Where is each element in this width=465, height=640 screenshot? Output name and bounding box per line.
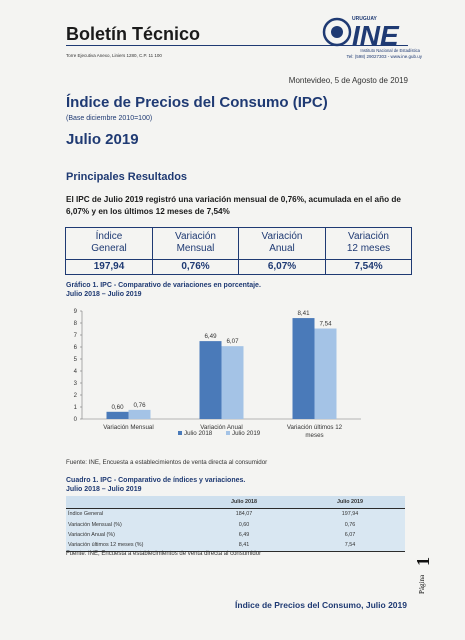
- key-header: Variación: [348, 231, 389, 242]
- summary-paragraph: El IPC de Julio 2019 registró una variac…: [66, 194, 411, 218]
- address: Torre Ejecutiva Anexo, Liniers 1280, C.P…: [66, 53, 162, 58]
- data-label: 6,07: [226, 338, 239, 345]
- contact-info: Tel: (598) 29027303 - www.ine.gub.uy: [346, 54, 422, 59]
- table-header-cell: Julio 2018: [193, 496, 295, 509]
- table-header-cell: [66, 496, 193, 509]
- data-label: 0,60: [111, 404, 124, 411]
- summary-part1: El IPC de: [66, 195, 104, 204]
- table-cell: Variación Anual (%): [66, 529, 193, 541]
- logo-country: URUGUAY: [352, 16, 377, 22]
- y-tick-label: 9: [74, 309, 78, 315]
- index-base: (Base diciembre 2010=100): [66, 115, 153, 122]
- key-cell-12months: Variación 12 meses 7,54%: [325, 228, 411, 274]
- variation-bar-chart: 0 1 2 3 4 5 6 7 8 9 0,60 0,76 Variación Mensual 6,49 6…: [74, 309, 361, 439]
- bar: [106, 411, 129, 419]
- data-label: 7,54: [319, 321, 332, 328]
- category-label: Variación Mensual: [103, 424, 153, 431]
- y-tick-label: 4: [74, 369, 78, 375]
- key-header: Índice: [95, 231, 123, 242]
- key-header: Variación: [261, 231, 303, 242]
- bar: [292, 318, 315, 419]
- document-date: Montevideo, 5 de Agosto de 2019: [288, 76, 408, 85]
- y-tick-label: 5: [74, 357, 78, 363]
- data-label: 6,49: [204, 333, 217, 340]
- key-cell-index: Índice General 197,94: [66, 228, 152, 274]
- table-cell: Variación últimos 12 meses (%): [66, 540, 193, 552]
- key-value: 6,07%: [239, 259, 325, 275]
- chart-title-line2: Julio 2018 – Julio 2019: [66, 291, 142, 298]
- key-header: 12 meses: [346, 243, 391, 254]
- key-cell-monthly: Variación Mensual 0,76%: [152, 228, 238, 274]
- table-title: Cuadro 1. IPC - Comparativo de índices y…: [66, 476, 245, 494]
- section-title: Principales Resultados: [66, 171, 188, 183]
- logo-institution: Instituto Nacional de Estadística: [360, 48, 420, 53]
- chart-source: Fuente: INE, Encuesta a establecimientos…: [66, 459, 268, 466]
- table-header-row: Julio 2018 Julio 2019: [66, 496, 405, 509]
- y-tick-label: 1: [74, 405, 78, 411]
- chart-title: Gráfico 1. IPC - Comparativo de variacio…: [66, 281, 261, 299]
- table-cell: 184,07: [193, 508, 295, 520]
- category-label: Variación Anual: [200, 424, 243, 431]
- summary-part2: registró una variación mensual de 0,76%,…: [66, 195, 401, 216]
- period-title: Julio 2019: [66, 131, 139, 148]
- table-title-line2: Julio 2018 – Julio 2019: [66, 486, 142, 493]
- table-cell: 6,07: [295, 529, 405, 541]
- results-table: Julio 2018 Julio 2019 Índice General 184…: [66, 496, 405, 552]
- y-tick-label: 0: [74, 417, 78, 423]
- y-tick-label: 2: [74, 393, 78, 399]
- ine-logo: URUGUAY INE Instituto Nacional de Estadí…: [322, 16, 421, 53]
- summary-period: Julio 2019: [103, 195, 144, 204]
- logo-wordmark: INE: [352, 20, 400, 51]
- legend-label: Julio 2019: [232, 430, 261, 437]
- bar: [314, 328, 337, 419]
- y-tick-label: 3: [74, 381, 78, 387]
- table-cell: 197,94: [295, 508, 405, 520]
- chart-title-line1: Gráfico 1. IPC - Comparativo de variacio…: [66, 282, 261, 289]
- legend-swatch: [178, 431, 182, 435]
- key-header: Mensual: [176, 243, 215, 254]
- table-source: Fuente: INE, Encuesta a establecimientos…: [66, 551, 262, 557]
- legend-label: Julio 2018: [184, 430, 213, 437]
- category-label: meses: [305, 432, 323, 439]
- key-value: 7,54%: [326, 259, 411, 275]
- key-value: 0,76%: [153, 259, 238, 275]
- page-number: Página 1: [413, 557, 433, 594]
- table-cell: 8,41: [193, 540, 295, 552]
- legend-swatch: [226, 431, 230, 435]
- bulletin-title: Boletín Técnico: [66, 24, 201, 44]
- key-value: 197,94: [66, 259, 152, 275]
- key-header: Anual: [269, 243, 295, 254]
- bar: [199, 341, 222, 419]
- document-title: Índice de Precios del Consumo (IPC): [66, 94, 328, 111]
- table-header-cell: Julio 2019: [295, 496, 405, 509]
- bar: [221, 346, 244, 419]
- y-tick-label: 8: [74, 321, 78, 327]
- key-header: General: [91, 243, 127, 254]
- y-tick-label: 6: [74, 345, 78, 351]
- data-label: 8,41: [297, 310, 310, 317]
- page-digit: 1: [413, 557, 433, 566]
- key-cell-annual: Variación Anual 6,07%: [238, 228, 325, 274]
- table-row: Índice General 184,07 197,94: [66, 508, 405, 520]
- table-cell: 0,60: [193, 519, 295, 530]
- key-results-table: Índice General 197,94 Variación Mensual 0,…: [65, 227, 412, 275]
- key-header: Variación: [175, 231, 216, 242]
- y-tick-label: 7: [74, 333, 78, 339]
- table-title-line1: Cuadro 1. IPC - Comparativo de índices y…: [66, 477, 246, 484]
- table-row: Variación Mensual (%) 0,60 0,76: [66, 519, 405, 530]
- table-cell: 7,54: [295, 540, 405, 552]
- category-label: Variación últimos 12: [287, 424, 343, 431]
- table-row: Variación Anual (%) 6,49 6,07: [66, 529, 405, 541]
- data-label: 0,76: [133, 402, 146, 409]
- footer-title: Índice de Precios del Consumo, Julio 201…: [235, 600, 407, 610]
- table-cell: Índice General: [66, 508, 193, 520]
- table-cell: 0,76: [295, 519, 405, 530]
- table-row: Variación últimos 12 meses (%) 8,41 7,54: [66, 540, 405, 552]
- bar: [128, 409, 151, 419]
- table-cell: Variación Mensual (%): [66, 519, 193, 530]
- header-divider: [66, 45, 408, 46]
- table-cell: 6,49: [193, 529, 295, 541]
- page-label: Página: [418, 574, 426, 594]
